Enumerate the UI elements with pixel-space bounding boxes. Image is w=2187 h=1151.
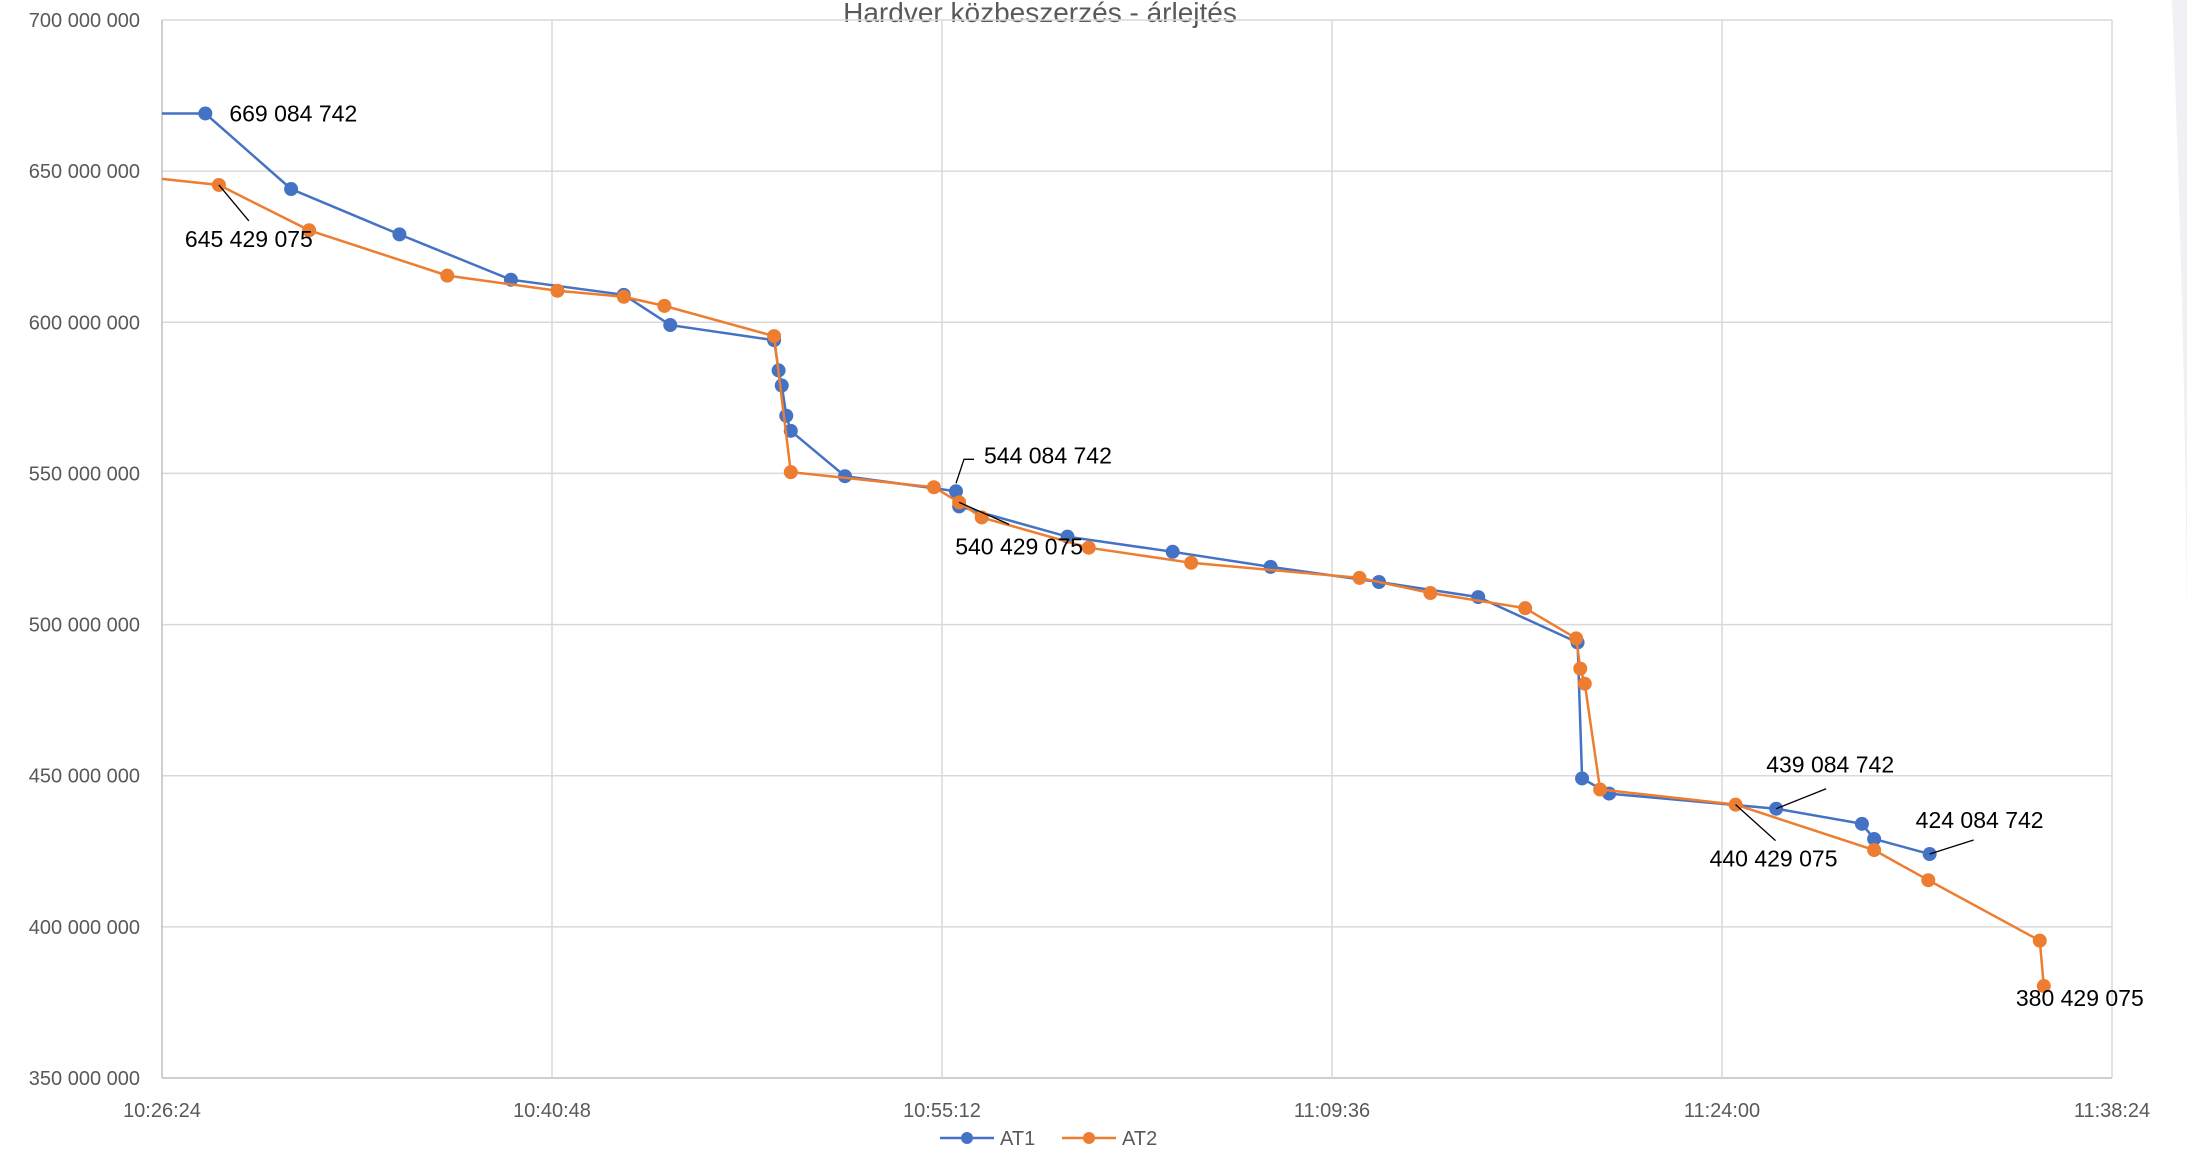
decorative-arc: [2172, 0, 2187, 680]
at1-data-point: [1263, 559, 1278, 574]
at1-data-point: [392, 227, 407, 242]
at1-data-point: [837, 469, 852, 484]
at2-data-point: [926, 480, 941, 495]
data-label: 645 429 075: [185, 226, 313, 252]
at1-legend-marker: [961, 1132, 973, 1144]
at2-data-point: [1352, 570, 1367, 585]
y-tick-label: 450 000 000: [29, 766, 140, 788]
at2-data-point: [2032, 933, 2047, 948]
at1-data-point: [774, 378, 789, 393]
at2-data-point: [1593, 782, 1608, 797]
at1-data-point: [1165, 544, 1180, 559]
at1-data-point: [663, 318, 678, 333]
at2-data-point: [1423, 586, 1438, 601]
at2-data-point: [302, 223, 317, 238]
data-label: 424 084 742: [1916, 807, 2044, 833]
at2-data-point: [1921, 873, 1936, 888]
at2-data-point: [616, 289, 631, 304]
data-label: 669 084 742: [229, 100, 357, 126]
y-tick-label: 500 000 000: [29, 615, 140, 637]
at2-legend-marker: [1083, 1132, 1095, 1144]
at1-data-point: [779, 408, 794, 423]
y-tick-label: 650 000 000: [29, 161, 140, 183]
data-label: 440 429 075: [1710, 846, 1838, 872]
data-label-leader-line: [1735, 804, 1776, 842]
at1-legend-label: AT1: [1000, 1128, 1035, 1150]
x-axis-tick-labels: 10:26:24 10:40:48 10:55:12 11:09:36 11:24:00…: [123, 1100, 2150, 1122]
at1-data-point: [198, 106, 213, 121]
at2-data-point: [1081, 540, 1096, 555]
chart-title: Hardver közbeszerzés - árlejtés: [843, 0, 1237, 28]
y-tick-label: 550 000 000: [29, 463, 140, 485]
x-tick-label: 10:40:48: [513, 1100, 591, 1122]
at1-data-point: [1854, 816, 1869, 831]
legend: AT1 AT2: [940, 1128, 1157, 1150]
at2-data-point: [550, 283, 565, 298]
at2-data-point: [657, 298, 672, 313]
x-tick-label: 10:26:24: [123, 1100, 201, 1122]
grid-lines: [161, 19, 2113, 1079]
y-tick-label: 600 000 000: [29, 312, 140, 334]
data-label: 544 084 742: [984, 442, 1112, 468]
at2-data-point: [1867, 842, 1882, 857]
data-label-leader-line: [955, 458, 974, 484]
data-label: 439 084 742: [1766, 752, 1894, 778]
data-label: 380 429 075: [2016, 985, 2144, 1011]
y-tick-label: 400 000 000: [29, 917, 140, 939]
at2-data-point: [2036, 979, 2051, 994]
at2-data-point: [440, 268, 455, 283]
at2-data-point: [1184, 555, 1199, 570]
data-label: 540 429 075: [955, 533, 1083, 559]
x-tick-label: 11:24:00: [1684, 1100, 1760, 1122]
at2-data-point: [1573, 661, 1588, 676]
at1-series-line: [162, 112, 1930, 856]
at2-series-line: [161, 177, 2046, 987]
x-tick-label: 10:55:12: [903, 1100, 981, 1122]
data-label-leader-line: [218, 184, 250, 222]
y-axis-tick-labels: 350 000 000 400 000 000 450 000 000 500 000…: [29, 10, 140, 1090]
at2-data-point: [783, 465, 798, 480]
at2-legend-label: AT2: [1122, 1128, 1157, 1150]
data-labels: 669 084 742 645 429 075 544 084 742 540 429…: [185, 100, 2144, 1011]
x-tick-label: 11:09:36: [1294, 1100, 1370, 1122]
at1-data-point: [1867, 831, 1882, 846]
y-tick-label: 700 000 000: [29, 10, 140, 32]
x-tick-label: 11:38:24: [2074, 1100, 2150, 1122]
at2-data-point: [1577, 676, 1592, 691]
y-tick-label: 350 000 000: [29, 1068, 140, 1090]
at2-data-point: [1518, 601, 1533, 616]
at1-data-point: [284, 182, 299, 197]
at2-data-point: [1569, 631, 1584, 646]
data-label-leader-line: [1929, 839, 1974, 855]
data-label-leader-line: [958, 501, 1010, 525]
at1-data-point: [1575, 771, 1590, 786]
at1-data-point: [948, 484, 963, 499]
at2-data-point: [767, 329, 782, 344]
data-label-leader-line: [1775, 788, 1827, 810]
